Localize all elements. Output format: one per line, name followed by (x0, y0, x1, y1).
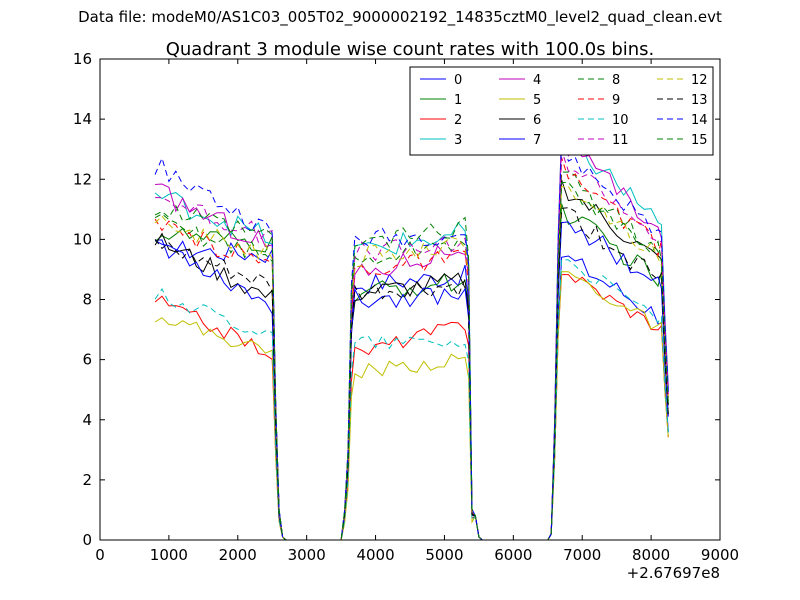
y-tick-label: 12 (73, 170, 92, 188)
series-line-3 (154, 131, 669, 541)
x-tick-label: 2000 (219, 546, 257, 564)
series-line-15 (154, 181, 669, 541)
legend-label-14: 14 (691, 113, 708, 128)
y-tick-label: 16 (73, 50, 92, 68)
data-file-title: Data file: modeM0/AS1C03_005T02_90000021… (78, 8, 722, 26)
x-tick-label: 7000 (563, 546, 601, 564)
legend-label-6: 6 (533, 113, 541, 128)
legend-label-0: 0 (454, 73, 462, 88)
legend-label-5: 5 (533, 93, 541, 108)
legend-label-12: 12 (691, 73, 708, 88)
legend-label-8: 8 (612, 73, 620, 88)
x-tick-label: 5000 (425, 546, 463, 564)
x-tick-label: 6000 (494, 546, 532, 564)
series-line-7 (154, 221, 669, 541)
series-line-9 (154, 157, 669, 541)
series-line-2 (154, 274, 669, 541)
series-line-10 (154, 259, 669, 541)
series-line-12 (154, 185, 669, 541)
y-tick-label: 2 (82, 471, 92, 489)
x-tick-label: 0 (95, 546, 105, 564)
x-axis: 0 1000 2000 3000 4000 5000 6000 7000 8000 9000 (95, 59, 739, 564)
x-tick-label: 1000 (150, 546, 188, 564)
y-tick-label: 10 (73, 230, 92, 248)
legend-label-13: 13 (691, 93, 708, 108)
y-tick-label: 8 (82, 291, 92, 309)
series-line-4 (155, 132, 669, 541)
legend-label-2: 2 (454, 113, 462, 128)
series-line-8 (154, 171, 669, 541)
series-line-0 (155, 239, 669, 541)
legend-label-10: 10 (612, 113, 629, 128)
x-tick-label: 3000 (288, 546, 326, 564)
series-line-11 (155, 149, 669, 541)
y-tick-label: 4 (82, 411, 92, 429)
legend-label-9: 9 (612, 93, 620, 108)
series-line-6 (154, 179, 669, 541)
legend-label-4: 4 (533, 73, 541, 88)
legend-label-15: 15 (691, 133, 708, 148)
series-line-5 (154, 271, 669, 541)
y-tick-label: 14 (73, 110, 92, 128)
x-tick-label: 8000 (632, 546, 670, 564)
x-tick-label: 9000 (701, 546, 739, 564)
legend-label-7: 7 (533, 133, 541, 148)
legend-label-11: 11 (612, 133, 629, 148)
legend-label-3: 3 (454, 133, 462, 148)
x-tick-label: 4000 (356, 546, 394, 564)
x-offset-label: +2.67697e8 (627, 564, 720, 582)
legend-box (409, 66, 714, 156)
series-line-1 (154, 203, 669, 541)
legend-label-1: 1 (454, 93, 462, 108)
chart-title: Quadrant 3 module wise count rates with … (166, 39, 655, 60)
y-tick-label: 0 (82, 531, 92, 549)
series-line-13 (154, 207, 669, 541)
plot-lines (154, 131, 669, 541)
y-tick-label: 6 (82, 351, 92, 369)
series-line-14 (154, 139, 669, 541)
